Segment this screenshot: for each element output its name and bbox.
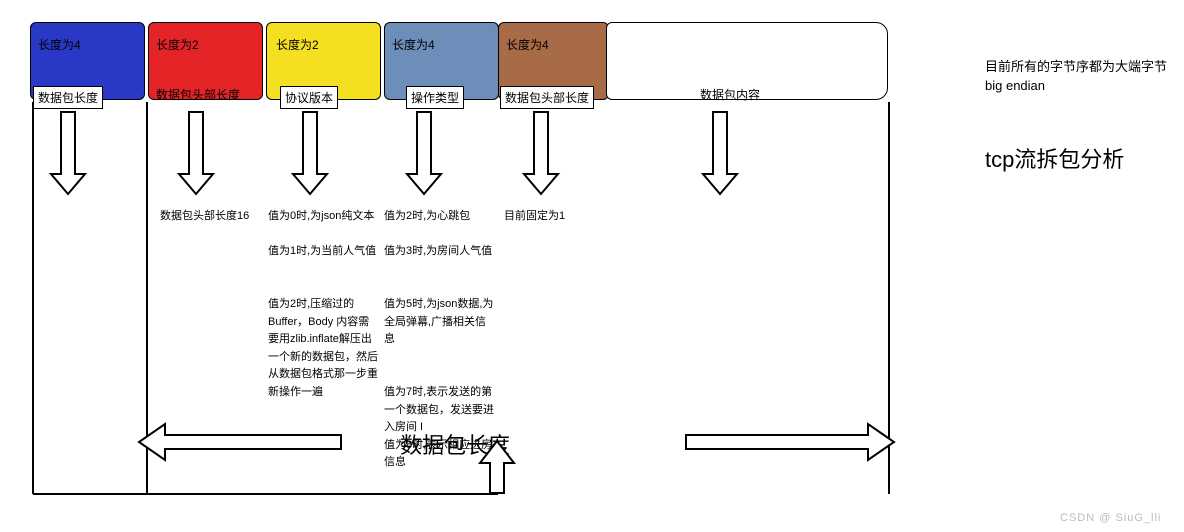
desc-4: 目前固定为1	[504, 208, 616, 226]
segment-len-pkt-len: 长度为4	[38, 36, 81, 53]
down-arrow-3	[402, 110, 446, 196]
down-arrow-4	[519, 110, 563, 196]
diagram-title: tcp流拆包分析	[985, 142, 1124, 174]
segment-len-proto-ver: 长度为2	[276, 36, 319, 53]
segment-label-hdr-len: 数据包头部长度	[156, 86, 240, 103]
segment-label-hdr-len2: 数据包头部长度	[500, 86, 594, 109]
vline-0	[32, 102, 34, 494]
vline-2	[888, 102, 890, 494]
span-arrow-right	[682, 419, 898, 465]
down-arrow-5	[698, 110, 742, 196]
down-arrow-0	[46, 110, 90, 196]
segment-label-pkt-len: 数据包长度	[33, 86, 103, 109]
desc-2: 值为0时,为json纯文本 值为1时,为当前人气值 值为2时,压缩过的 Buff…	[268, 208, 380, 402]
span-label: 数据包长度	[400, 428, 510, 460]
segment-len-hdr-len: 长度为2	[156, 36, 199, 53]
endian-note-2: big endian	[985, 78, 1045, 93]
endian-note-1: 目前所有的字节序都为大端字节	[985, 56, 1167, 75]
segment-label-proto-ver: 协议版本	[280, 86, 338, 109]
segment-label-content: 数据包内容	[700, 86, 760, 103]
segment-label-op-type: 操作类型	[406, 86, 464, 109]
segment-len-op-type: 长度为4	[392, 36, 435, 53]
desc-1: 数据包头部长度16	[160, 208, 272, 226]
span-arrow-left	[135, 419, 345, 465]
vline-1	[146, 102, 148, 494]
down-arrow-2	[288, 110, 332, 196]
down-arrow-1	[174, 110, 218, 196]
watermark: CSDN @ SiuG_lli	[1060, 512, 1161, 524]
segment-len-hdr-len2: 长度为4	[506, 36, 549, 53]
